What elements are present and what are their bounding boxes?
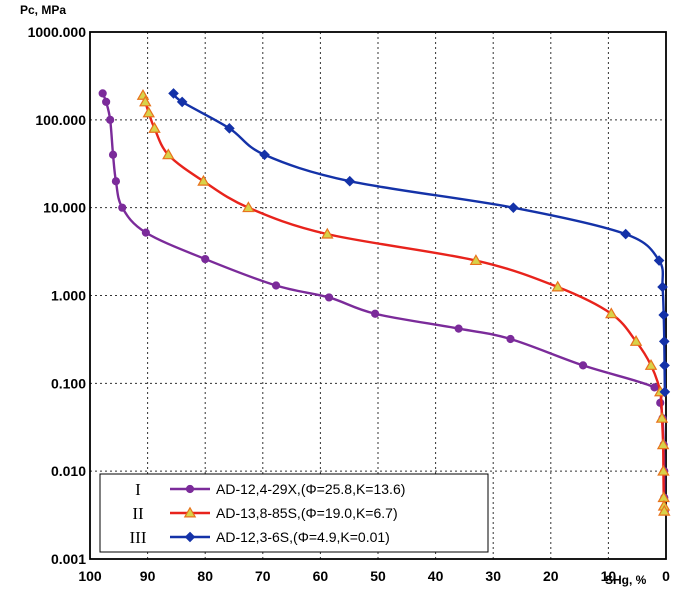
data-point	[658, 336, 670, 347]
x-axis-ticks: 100 90 80 70 60 50 40 30 20 10 0	[78, 568, 670, 584]
data-point	[108, 150, 118, 159]
data-point	[185, 484, 195, 494]
data-point	[321, 227, 334, 239]
data-point	[259, 149, 270, 161]
data-point	[655, 411, 669, 423]
y-tick-label: 0.010	[51, 463, 86, 479]
data-point	[141, 228, 150, 237]
data-point	[118, 203, 127, 212]
data-point	[324, 293, 334, 302]
data-point	[142, 106, 155, 118]
data-point	[139, 95, 152, 107]
data-point	[183, 506, 197, 518]
data-point	[371, 309, 380, 318]
data-point	[551, 280, 564, 292]
legend-roman-numeral: I	[135, 480, 141, 499]
data-point	[659, 386, 671, 398]
data-point	[620, 228, 631, 240]
data-point	[650, 383, 659, 392]
x-tick-label: 80	[197, 568, 213, 584]
x-tick-label: 40	[428, 568, 444, 584]
data-point	[506, 334, 515, 344]
legend-label: AD-12,4-29X,(Φ=25.8,K=13.6)	[216, 481, 405, 497]
legend: I AD-12,4-29X,(Φ=25.8,K=13.6) II AD-13,8-85…	[99, 473, 489, 553]
data-point	[605, 307, 618, 319]
data-point	[224, 123, 235, 134]
x-tick-label: 50	[370, 568, 386, 584]
legend-roman-numeral: II	[132, 504, 144, 523]
data-point	[162, 148, 175, 160]
data-point	[102, 97, 111, 107]
data-point	[508, 202, 519, 213]
legend-label: AD-12,3-6S,(Φ=4.9,K=0.01)	[216, 529, 390, 545]
x-axis-label: SHg, %	[605, 573, 647, 587]
data-point	[201, 254, 210, 264]
data-point	[271, 281, 281, 290]
y-tick-label: 0.100	[51, 375, 86, 391]
data-point	[168, 88, 179, 99]
data-point	[148, 121, 161, 133]
x-tick-label: 70	[255, 568, 271, 584]
series-layer	[98, 88, 671, 516]
series-group	[168, 88, 671, 398]
data-point	[242, 201, 255, 213]
x-tick-label: 30	[485, 568, 501, 584]
data-point	[344, 175, 356, 187]
legend-label: AD-13,8-85S,(Φ=19.0,K=6.7)	[216, 505, 398, 521]
data-point	[653, 255, 665, 266]
data-point	[98, 89, 107, 98]
x-tick-label: 60	[313, 568, 329, 584]
y-tick-label: 10.000	[43, 200, 86, 216]
y-tick-label: 100.000	[35, 112, 86, 128]
x-tick-label: 10	[601, 568, 617, 584]
data-point	[629, 335, 643, 346]
data-point	[578, 361, 588, 370]
data-point	[454, 324, 463, 333]
data-point	[644, 358, 658, 370]
y-axis-ticks: 0.001 0.010 0.100 1.000 10.000 100.000 1000.00…	[28, 24, 87, 567]
data-point	[657, 281, 668, 293]
data-point	[106, 115, 115, 124]
data-point	[657, 464, 670, 476]
legend-roman-numeral: III	[130, 528, 147, 547]
data-point	[184, 531, 196, 543]
legend-box	[99, 473, 489, 553]
data-point	[469, 254, 483, 266]
y-tick-label: 1000.000	[28, 24, 87, 40]
plot-frame	[89, 31, 667, 560]
data-point	[658, 309, 670, 321]
x-tick-label: 90	[140, 568, 156, 584]
grid	[90, 32, 666, 559]
data-point	[176, 96, 188, 108]
data-point	[659, 360, 670, 371]
x-tick-label: 0	[662, 568, 670, 584]
data-point	[197, 174, 210, 186]
y-tick-label: 1.000	[51, 288, 86, 304]
data-point	[656, 438, 670, 450]
data-point	[658, 504, 671, 516]
series-group	[136, 88, 671, 516]
y-tick-label: 0.001	[51, 551, 86, 567]
y-axis-label: Pc, MPa	[20, 3, 66, 17]
data-point	[111, 177, 121, 186]
x-tick-label: 20	[543, 568, 559, 584]
x-tick-label: 100	[78, 568, 102, 584]
